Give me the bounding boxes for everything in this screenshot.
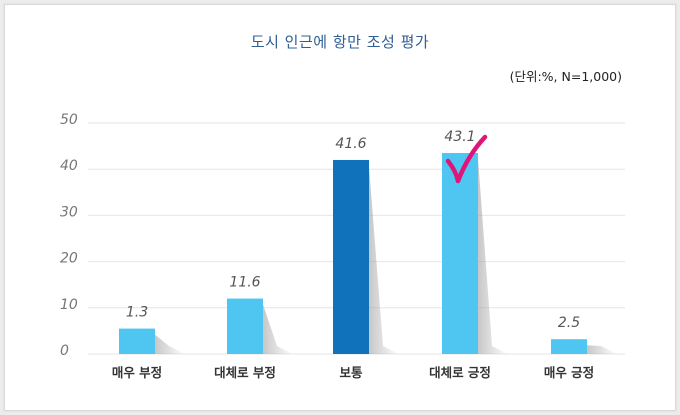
bar-shadow [478, 159, 508, 354]
y-tick-label: 0 [60, 343, 69, 359]
bar-shadow [155, 334, 185, 354]
bar-shadow [587, 345, 617, 354]
bar-3 [333, 159, 369, 354]
x-tick-label: 매우 긍정 [544, 365, 594, 380]
bars [119, 153, 587, 354]
bar-4 [442, 153, 478, 354]
data-label: 2.5 [558, 315, 580, 331]
x-tick-label: 보통 [339, 365, 363, 380]
data-label: 41.6 [335, 136, 366, 152]
x-tick-label: 대체로 부정 [214, 365, 276, 380]
y-tick-label: 40 [60, 158, 78, 174]
chart-title: 도시 인근에 항만 조성 평가 [250, 33, 430, 51]
y-tick-label: 30 [60, 204, 78, 220]
bar-1 [119, 328, 155, 354]
x-tick-label: 대체로 긍정 [429, 365, 491, 380]
labels: 0 10 20 30 40 50 1.3 매우 부정 11.6 대체로 부정 41.6 보통 43.1 대… [60, 112, 594, 380]
y-tick-label: 10 [60, 297, 78, 313]
unit-note: (단위:%, N=1,000) [509, 69, 622, 84]
bar-shadow [263, 304, 293, 354]
bar-5 [551, 339, 587, 354]
y-tick-label: 20 [60, 251, 78, 267]
checkmark-icon [445, 134, 488, 184]
data-label: 11.6 [229, 275, 260, 291]
bar-shadow [369, 165, 399, 354]
data-label: 43.1 [444, 129, 475, 145]
bar-shadows [155, 159, 617, 354]
data-label: 1.3 [126, 305, 148, 321]
y-tick-label: 50 [60, 112, 78, 128]
bar-2 [227, 298, 263, 354]
x-tick-label: 매우 부정 [112, 365, 162, 380]
